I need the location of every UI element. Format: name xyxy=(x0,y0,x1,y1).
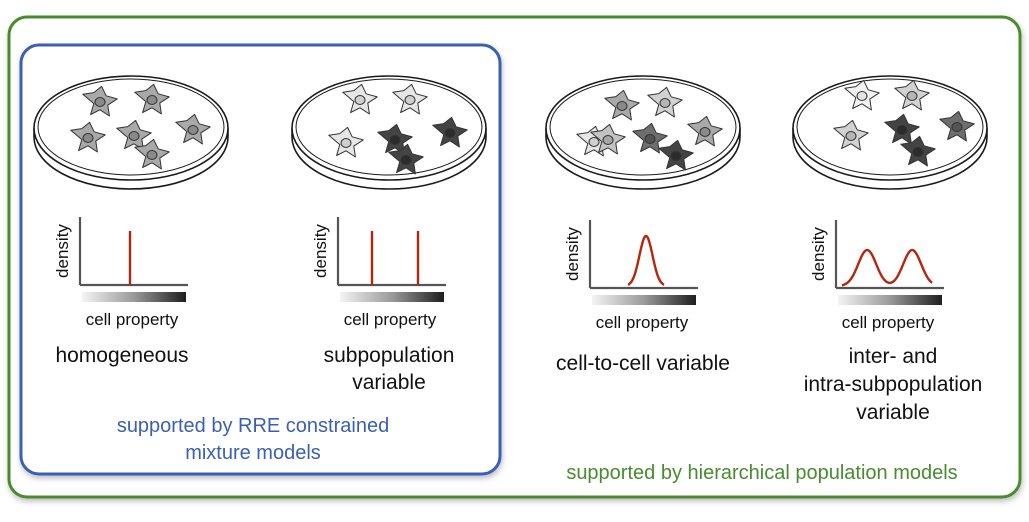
x-axis-label: cell property xyxy=(344,310,437,329)
cell-cell-to-cell-6 xyxy=(658,139,694,171)
density-curve xyxy=(627,234,665,286)
caption-homogeneous: homogeneous xyxy=(55,344,188,367)
x-axis-label: cell property xyxy=(596,313,689,332)
caption-subpopulation-line1: subpopulation xyxy=(324,344,455,367)
cell-homogeneous-6 xyxy=(134,138,170,170)
cell-homogeneous-2 xyxy=(134,83,170,115)
cell-property-gradient-bar xyxy=(592,295,696,305)
cell-cell-to-cell-5 xyxy=(687,115,723,147)
cell-inter-intra-4 xyxy=(884,113,920,145)
cell-inter-intra-1 xyxy=(844,79,880,111)
cell-inter-intra-5 xyxy=(939,110,975,142)
cell-cell-to-cell-4 xyxy=(647,86,683,118)
y-axis-label: density xyxy=(563,227,582,281)
petri-dish-inter-intra xyxy=(792,75,988,190)
cell-inter-intra-6 xyxy=(900,135,936,167)
x-axis-label: cell property xyxy=(842,313,935,332)
cell-subpopulation-2 xyxy=(392,83,428,115)
density-plot-subpopulation: density cell property xyxy=(311,217,446,329)
cell-cell-to-cell-7 xyxy=(590,123,626,155)
density-curve xyxy=(841,248,933,287)
density-plot-inter-intra: density cell property xyxy=(809,220,944,332)
cell-homogeneous-4 xyxy=(116,119,152,151)
inner-box-label-line2: mixture models xyxy=(185,442,321,464)
cell-property-gradient-bar xyxy=(340,292,444,302)
caption-inter-intra-line2: intra-subpopulation xyxy=(804,373,983,396)
cell-homogeneous-1 xyxy=(82,85,118,117)
cell-subpopulation-3 xyxy=(328,126,364,158)
caption-inter-intra-line3: variable xyxy=(856,401,930,424)
cell-property-gradient-bar xyxy=(82,292,186,302)
y-axis-label: density xyxy=(53,224,72,278)
petri-dish-homogeneous xyxy=(33,75,229,190)
x-axis-label: cell property xyxy=(86,310,179,329)
cell-subpopulation-1 xyxy=(342,83,378,115)
caption-subpopulation-line2: variable xyxy=(352,371,426,394)
density-plot-cell-to-cell: density cell property xyxy=(563,220,698,332)
cell-property-gradient-bar xyxy=(838,295,942,305)
cell-homogeneous-3 xyxy=(70,121,106,153)
petri-dish-cell-to-cell xyxy=(545,75,741,190)
cell-cell-to-cell-2 xyxy=(604,89,640,121)
cell-subpopulation-5 xyxy=(432,116,468,148)
cell-homogeneous-5 xyxy=(175,113,211,145)
y-axis-label: density xyxy=(311,224,330,278)
caption-inter-intra-line1: inter- and xyxy=(849,345,938,368)
inner-box-label-line1: supported by RRE constrained xyxy=(117,415,389,437)
cell-cell-to-cell-3 xyxy=(632,122,668,154)
caption-cell-to-cell: cell-to-cell variable xyxy=(556,352,730,375)
petri-dish-subpopulation xyxy=(291,75,487,190)
cell-inter-intra-2 xyxy=(894,79,930,111)
y-axis-label: density xyxy=(809,227,828,281)
cell-inter-intra-3 xyxy=(833,119,869,151)
cell-subpopulation-6 xyxy=(388,143,424,175)
density-plot-homogeneous: density cell property xyxy=(53,217,188,329)
cell-subpopulation-4 xyxy=(377,123,413,155)
outer-box-label: supported by hierarchical population mod… xyxy=(566,462,957,484)
